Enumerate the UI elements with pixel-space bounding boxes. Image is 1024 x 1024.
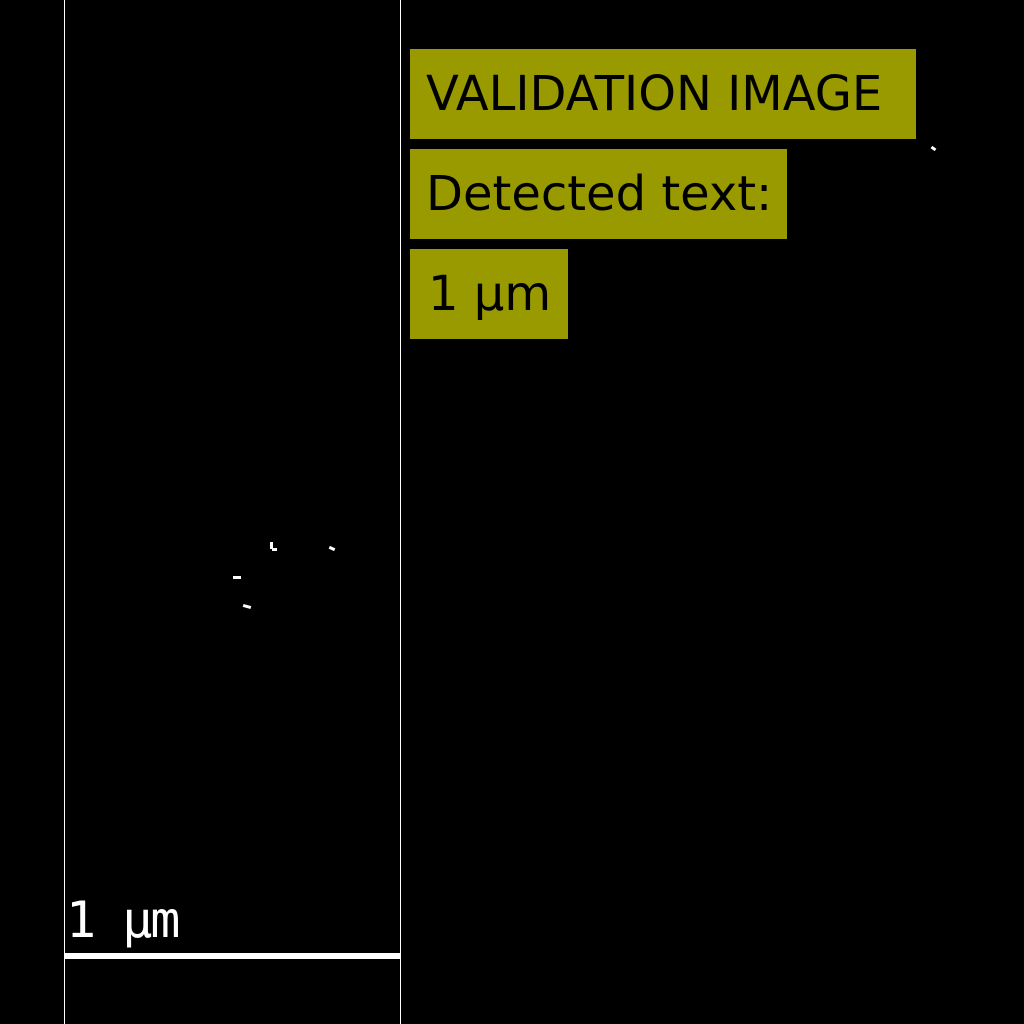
noise-speck bbox=[242, 604, 252, 609]
detected-value-label: 1 µm bbox=[410, 249, 568, 339]
validation-image-text: VALIDATION IMAGE bbox=[426, 66, 883, 122]
scale-bar bbox=[64, 953, 401, 959]
noise-speck bbox=[930, 145, 937, 152]
left-frame-line bbox=[64, 0, 65, 1024]
right-frame-line bbox=[400, 0, 401, 1024]
validation-image-label: VALIDATION IMAGE bbox=[410, 49, 916, 139]
detected-value-text: 1 µm bbox=[428, 266, 552, 322]
detected-text-heading: Detected text: bbox=[426, 166, 773, 222]
noise-speck bbox=[233, 576, 241, 579]
noise-speck bbox=[270, 542, 273, 549]
detected-text-label: Detected text: bbox=[410, 149, 787, 239]
noise-speck bbox=[328, 545, 336, 552]
noise-speck bbox=[272, 548, 277, 551]
scale-bar-label: 1 µm bbox=[66, 891, 180, 949]
